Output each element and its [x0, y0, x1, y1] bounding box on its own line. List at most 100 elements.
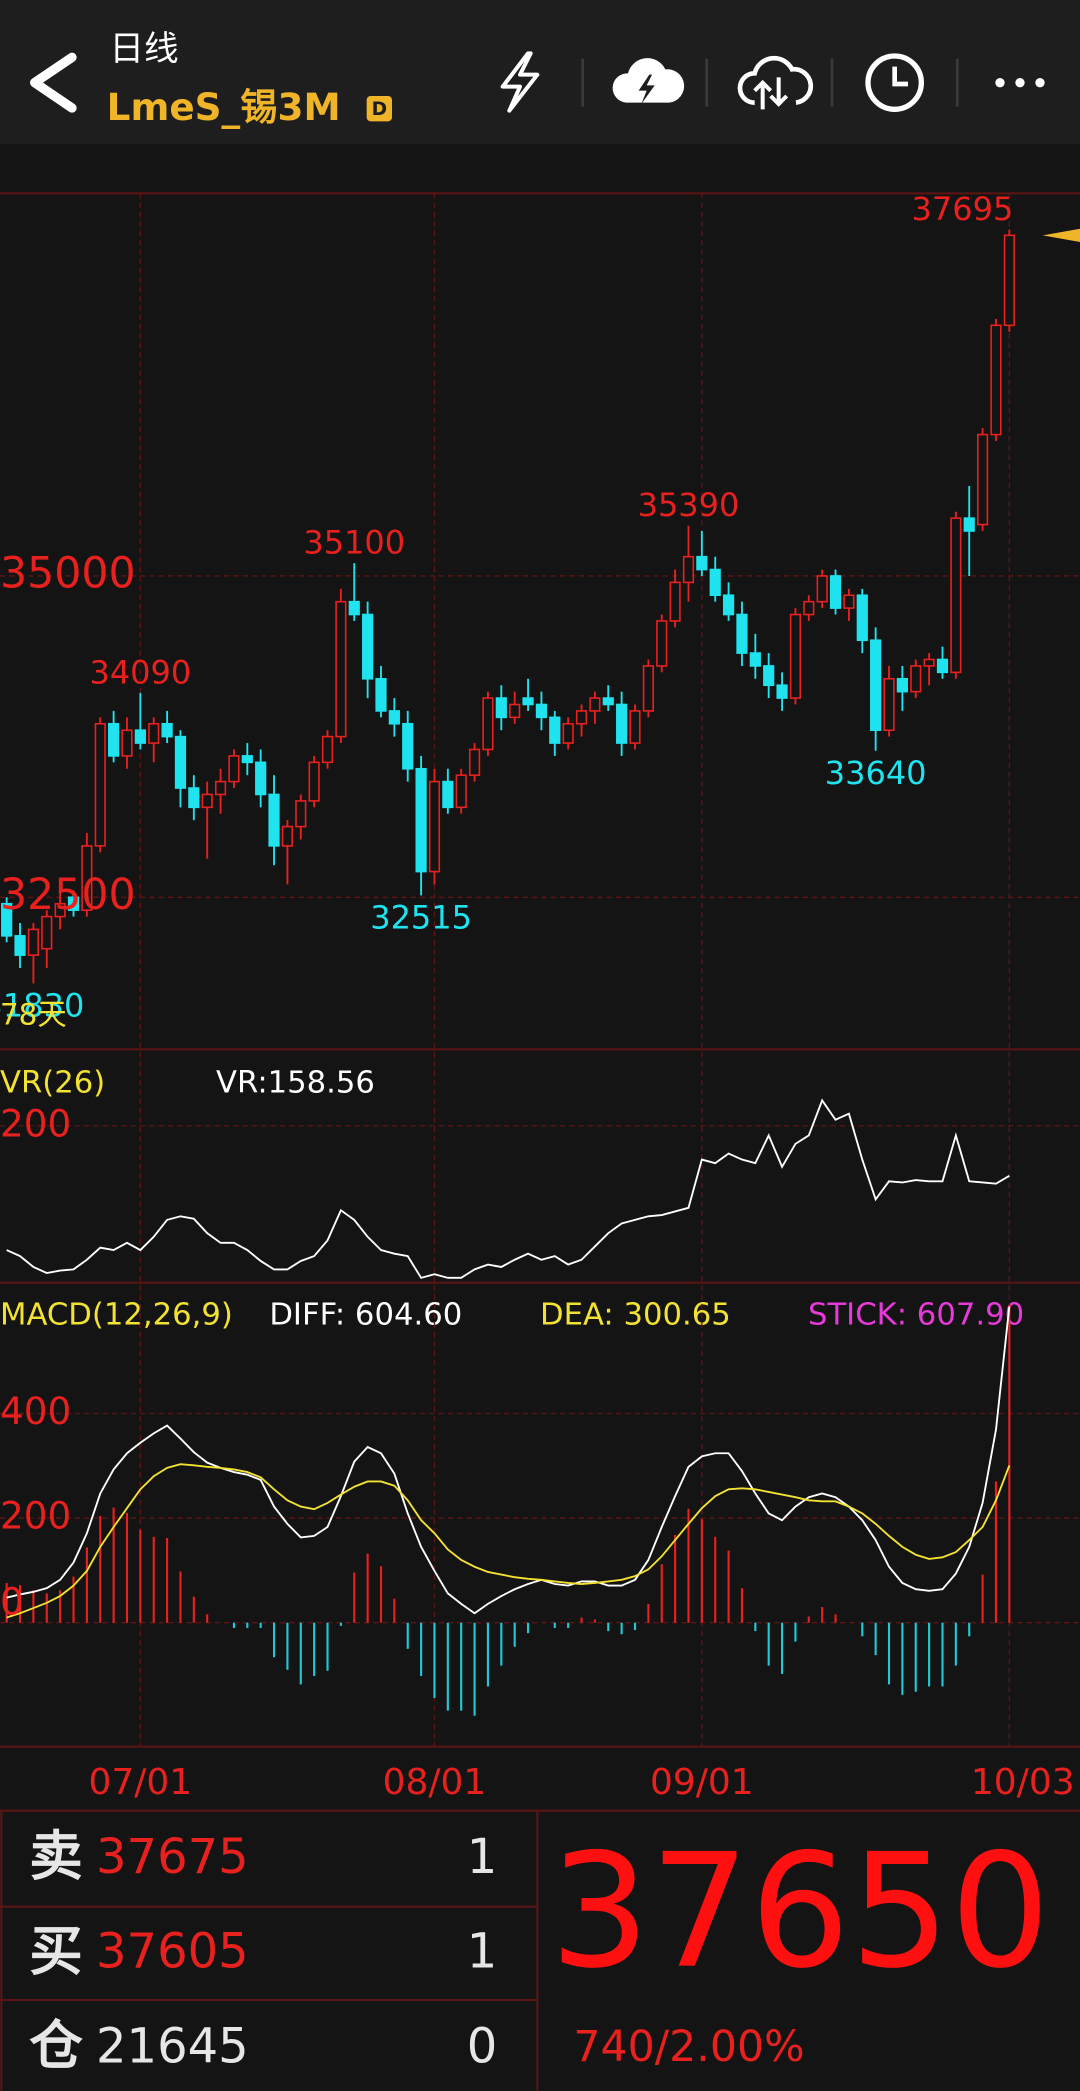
candle-body	[121, 729, 133, 757]
candle-body	[696, 555, 708, 571]
candle-body	[535, 703, 548, 719]
candle-body	[963, 517, 975, 532]
candle-body	[81, 845, 93, 911]
candle-body	[268, 793, 280, 847]
candle-body	[442, 780, 454, 809]
candle-body	[749, 652, 761, 667]
symbol-title: LmeS_锡3M	[107, 85, 341, 129]
macd-dea-line	[6, 1463, 1011, 1619]
vr-readout: VR:158.56	[216, 1066, 375, 1101]
candle-body	[936, 658, 949, 674]
candle-body	[94, 722, 106, 847]
stick-readout: STICK: 607.90	[808, 1298, 1024, 1333]
x-tick-label: 07/01	[88, 1762, 192, 1803]
quote-label: 卖	[29, 1825, 82, 1888]
candle-body	[482, 697, 494, 751]
candle-body	[829, 575, 842, 609]
candle-body	[67, 896, 80, 911]
clock-icon[interactable]	[865, 53, 924, 112]
period-note: 78天	[0, 998, 67, 1032]
last-price-marker	[1042, 228, 1080, 243]
candle-body	[295, 800, 307, 828]
candle-body	[682, 555, 695, 584]
y-tick-label: 200	[0, 1101, 71, 1145]
candle-body	[148, 722, 160, 744]
top-bar	[0, 0, 1080, 144]
candle-body	[281, 825, 294, 847]
candle-body	[950, 517, 962, 674]
candle-body	[776, 684, 788, 699]
price-annotation: 31830	[0, 986, 84, 1024]
y-tick-label: 35000	[0, 548, 136, 598]
candle-body	[388, 710, 400, 725]
cloud-flash-bolt	[638, 74, 655, 104]
candle-body	[883, 677, 895, 731]
candle-body	[161, 722, 173, 738]
dea-readout: DEA: 300.65	[540, 1298, 731, 1333]
candle-body	[201, 793, 213, 809]
candle-body	[108, 722, 120, 757]
more-button[interactable]	[995, 78, 1045, 88]
candle-body	[14, 935, 26, 956]
cloud-sync-icon[interactable]	[737, 55, 814, 105]
candle-body	[910, 665, 922, 693]
candle-body	[455, 774, 467, 809]
last-price: 37650	[550, 1821, 1051, 2004]
lightning-icon[interactable]	[500, 51, 540, 113]
candle-body	[1003, 234, 1015, 327]
candle-body	[923, 658, 935, 667]
candle-body	[976, 433, 989, 526]
x-tick-label: 09/01	[650, 1762, 754, 1803]
candle-body	[629, 710, 641, 744]
candle-body	[468, 748, 481, 776]
candle-body	[575, 710, 588, 725]
candle-body	[642, 665, 654, 712]
badge: D	[372, 99, 388, 120]
candle-body	[549, 716, 561, 744]
candle-body	[736, 613, 748, 654]
candle-body	[134, 729, 146, 744]
quote-label: 仓	[29, 2014, 83, 2077]
candle-body	[856, 594, 868, 642]
candle-body	[789, 613, 802, 699]
y-tick-label: 200	[0, 1494, 71, 1538]
quote-price: 21645	[96, 2018, 249, 2074]
quote-volume: 0	[467, 2018, 498, 2074]
quote-volume: 1	[467, 1829, 498, 1885]
y-tick-label: 0	[0, 1580, 24, 1624]
candle-body	[522, 697, 534, 706]
candle-body	[255, 761, 267, 796]
candle-body	[54, 902, 66, 918]
macd-title: MACD(12,26,9)	[0, 1298, 233, 1333]
candle-body	[896, 677, 908, 693]
candle-body	[174, 735, 187, 789]
vr-line	[6, 1098, 1010, 1279]
candle-body	[495, 697, 507, 719]
badge-bg	[366, 96, 392, 122]
candle-body	[402, 722, 414, 770]
macd-diff-line	[6, 1306, 1011, 1615]
period-title: 日线	[109, 30, 178, 70]
candle-body	[589, 697, 601, 712]
y-tick-label: 400	[0, 1389, 71, 1433]
candle-body	[669, 581, 681, 622]
candle-body	[214, 780, 227, 796]
candle-body	[348, 600, 360, 616]
y-tick-label: 32500	[0, 870, 136, 920]
quote-price: 37675	[96, 1829, 249, 1885]
price-annotation: 37695	[912, 190, 1014, 228]
candle-body	[27, 928, 40, 956]
price-change: 740/2.00%	[573, 2022, 804, 2072]
candle-body	[362, 613, 374, 680]
candle-body	[1, 902, 13, 937]
candle-body	[602, 697, 614, 706]
price-annotation: 35390	[638, 486, 740, 524]
price-annotation: 32515	[370, 898, 472, 936]
candle-body	[241, 755, 253, 764]
price-annotation: 33640	[825, 754, 927, 792]
candle-body	[188, 787, 200, 809]
back-button[interactable]	[30, 52, 77, 113]
candle-body	[816, 575, 828, 603]
